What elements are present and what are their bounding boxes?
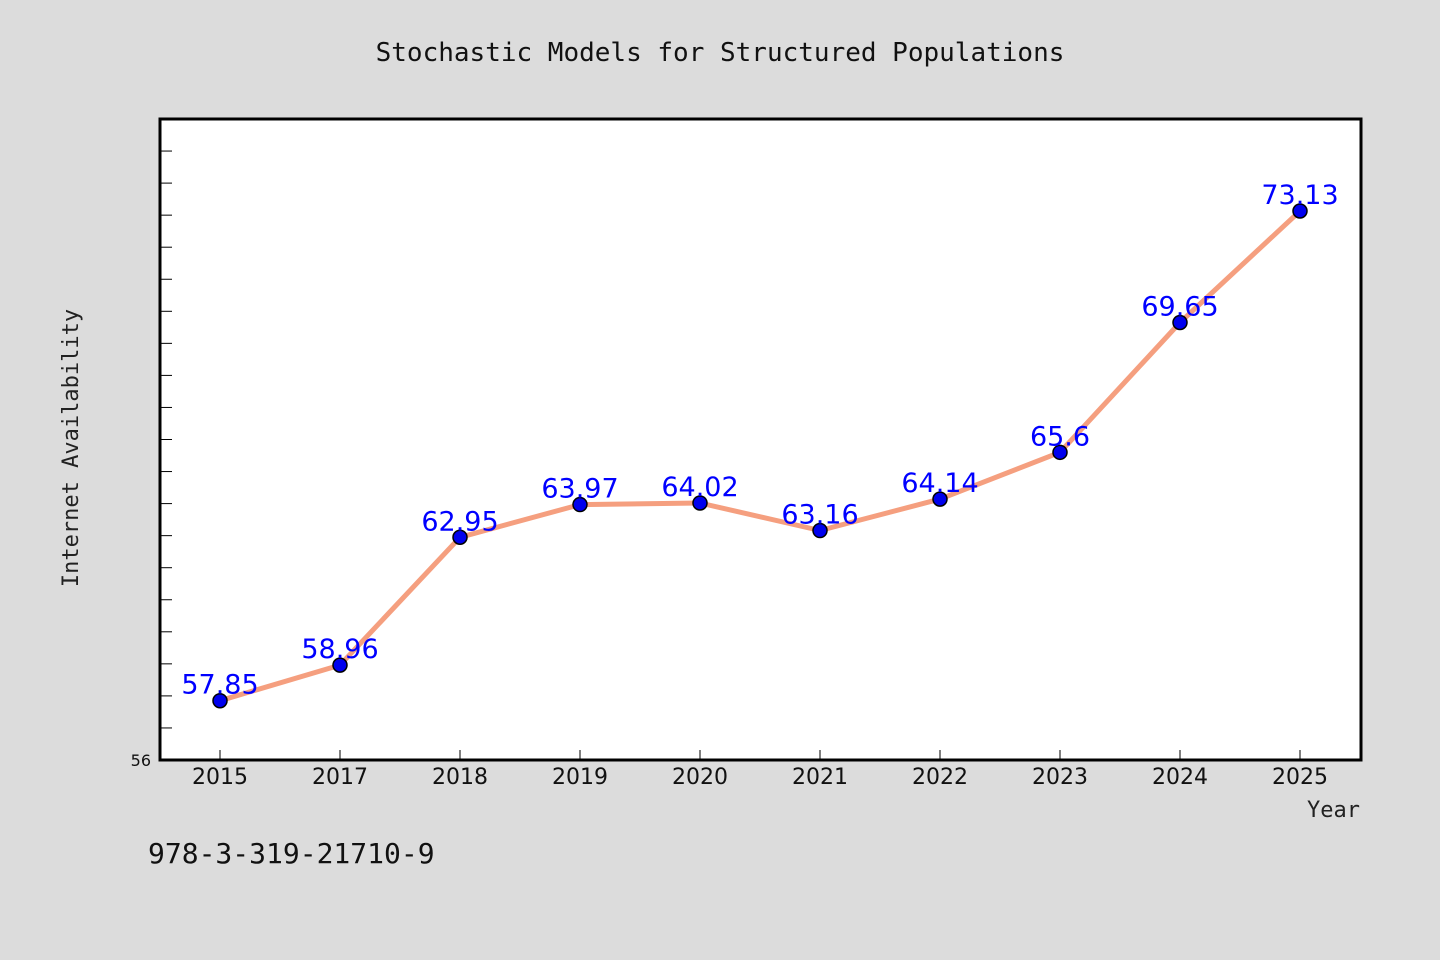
y-axis-min-label: 56 [131,751,151,770]
y-axis-ticks [160,150,172,729]
x-axis-tick-labels: 2015 2017 2018 2019 2020 2021 2022 2023 2024 2025 [192,765,1328,790]
data-point-marker [212,692,228,709]
data-point-label: 63.16 [781,500,858,531]
x-axis-tick-label: 2022 [912,765,968,790]
data-point-marker [812,522,828,539]
x-axis-tick-label: 2019 [552,765,608,790]
data-point-marker [692,495,708,511]
x-axis-tick-label: 2015 [192,765,248,790]
data-point-marker [1172,314,1188,331]
data-point-marker [572,496,588,513]
data-point-marker [932,491,948,507]
plot-frame [158,117,1363,762]
data-point-label: 63.97 [541,474,618,505]
isbn-footer: 978-3-319-21710-9 [148,837,435,870]
data-point-label: 73.13 [1261,180,1338,211]
chart-title: Stochastic Models for Structured Populat… [376,38,1065,68]
series-line [217,208,1303,704]
x-axis-tick-label: 2018 [432,765,488,790]
x-axis-tick-label: 2025 [1272,765,1328,790]
x-axis-tick-label: 2024 [1152,765,1208,790]
data-point-label: 64.02 [661,472,738,503]
data-point-marker [332,657,348,673]
x-axis-tick-label: 2020 [672,765,728,790]
data-point-label: 69.65 [1141,292,1218,323]
plot-area [160,119,1361,760]
x-axis-tick-label: 2023 [1032,765,1088,790]
data-point-label: 64.14 [901,468,978,499]
x-axis-tick-label: 2021 [792,765,848,790]
y-axis-label: Internet Availability [59,309,84,587]
data-labels: 57.85 58.96 62.95 63.97 64.02 63.16 64.14 65.6 6… [181,180,1338,701]
data-point-marker [1292,203,1308,219]
data-point-label: 62.95 [421,506,498,537]
data-point-label: 65.6 [1030,421,1090,452]
data-point-marker [1052,444,1068,461]
data-point-marker [452,529,468,546]
data-markers [212,203,1308,709]
data-point-label: 58.96 [301,634,378,665]
x-axis-label: Year [1307,798,1360,823]
x-axis-ticks [219,750,1301,760]
data-point-label: 57.85 [181,670,258,701]
x-axis-tick-label: 2017 [312,765,368,790]
